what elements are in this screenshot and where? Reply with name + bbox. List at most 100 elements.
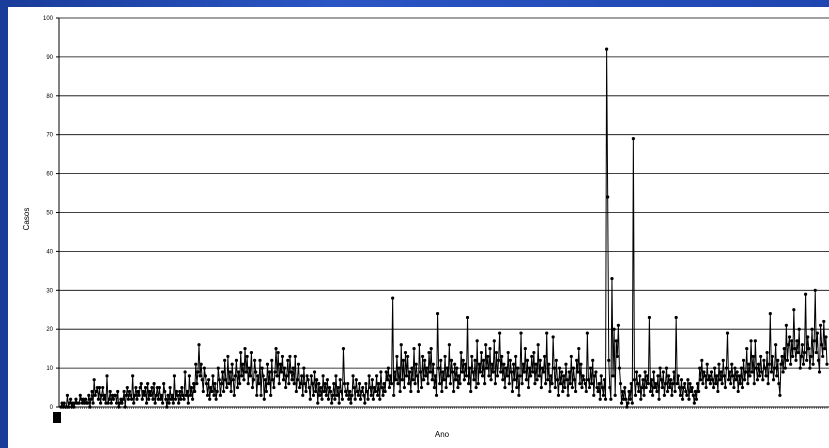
data-point — [808, 366, 812, 370]
data-point — [582, 378, 586, 382]
data-point — [251, 378, 256, 382]
data-point — [783, 366, 787, 370]
data-point — [146, 382, 150, 386]
data-point — [624, 397, 628, 401]
data-point — [720, 382, 724, 386]
data-point — [590, 382, 594, 386]
data-point — [524, 378, 528, 382]
data-point — [760, 370, 764, 374]
data-point — [315, 378, 319, 382]
data-point — [658, 366, 662, 370]
data-point — [235, 385, 240, 390]
data-point — [158, 397, 163, 401]
data-point — [424, 374, 428, 378]
data-point — [226, 354, 230, 359]
data-point — [591, 358, 595, 362]
data-point — [484, 343, 488, 347]
data-point — [763, 366, 767, 370]
data-point — [476, 382, 480, 386]
data-point — [583, 382, 587, 386]
data-point — [690, 385, 694, 390]
data-point — [378, 397, 382, 401]
data-point — [443, 354, 447, 359]
data-point — [362, 393, 366, 397]
data-point — [272, 385, 276, 390]
data-point — [547, 362, 551, 366]
data-point — [471, 370, 475, 374]
data-point — [438, 382, 442, 386]
data-point — [457, 374, 461, 378]
data-point — [525, 358, 530, 362]
data-point — [495, 374, 500, 378]
data-point — [428, 370, 432, 374]
data-point — [469, 389, 473, 394]
data-point — [806, 335, 810, 339]
data-point — [633, 393, 638, 397]
data-point — [276, 350, 280, 355]
data-point — [728, 370, 732, 374]
data-point — [483, 382, 487, 386]
data-point — [300, 374, 304, 378]
data-point — [385, 378, 389, 382]
data-point — [284, 385, 288, 390]
data-point — [660, 385, 664, 390]
data-point — [150, 385, 154, 390]
data-point — [238, 382, 242, 386]
data-point — [479, 350, 484, 355]
data-point — [730, 362, 734, 366]
data-point — [456, 385, 460, 390]
data-point — [86, 401, 90, 405]
data-point — [473, 358, 477, 362]
data-point — [655, 389, 659, 394]
data-point — [639, 397, 643, 401]
data-point — [617, 366, 622, 370]
data-point — [577, 347, 581, 351]
data-point — [719, 370, 723, 374]
data-point — [637, 389, 641, 394]
data-point — [419, 385, 424, 390]
data-point — [399, 343, 403, 347]
data-point — [259, 393, 263, 397]
data-point — [417, 343, 421, 347]
data-point — [680, 397, 685, 401]
data-point — [464, 374, 469, 378]
data-point — [306, 378, 310, 382]
data-point — [418, 370, 423, 374]
data-point — [289, 370, 293, 374]
data-point — [301, 393, 305, 397]
data-point — [785, 358, 790, 362]
data-point — [674, 315, 678, 320]
data-point — [503, 385, 507, 390]
data-point — [348, 389, 352, 394]
data-point — [554, 358, 558, 362]
data-point — [759, 354, 763, 359]
data-point — [426, 382, 430, 386]
data-point — [241, 362, 245, 366]
data-point — [610, 277, 614, 281]
data-point — [346, 382, 350, 386]
data-point — [621, 389, 625, 394]
data-point — [661, 370, 665, 374]
data-point — [347, 397, 351, 401]
data-point — [579, 362, 583, 366]
data-point — [488, 347, 492, 351]
data-point — [765, 350, 769, 355]
data-point — [356, 393, 361, 397]
data-point — [770, 354, 775, 359]
data-point — [677, 385, 681, 390]
data-point — [132, 401, 136, 405]
data-point — [66, 405, 71, 409]
data-point — [729, 382, 733, 386]
data-point — [584, 389, 588, 394]
data-point — [98, 401, 103, 405]
data-point — [190, 397, 195, 401]
data-point — [341, 347, 346, 351]
data-point — [710, 378, 715, 382]
data-point — [569, 354, 573, 359]
data-point — [647, 315, 652, 320]
data-point — [684, 389, 688, 394]
data-point — [638, 374, 642, 378]
data-point — [96, 397, 101, 401]
data-point — [257, 382, 261, 386]
data-point — [804, 292, 808, 296]
